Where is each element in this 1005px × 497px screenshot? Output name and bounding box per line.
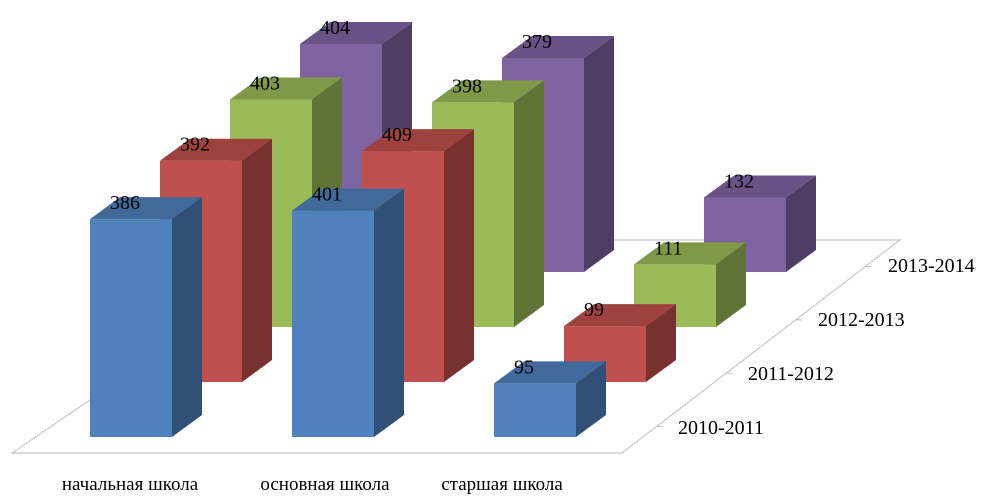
- category-label: старшая школа: [441, 474, 563, 495]
- data-label: 392: [180, 134, 210, 156]
- bar-side: [374, 188, 404, 437]
- series-label: 2010-2011: [678, 417, 764, 439]
- data-label: 398: [452, 75, 482, 97]
- bar-top: [90, 197, 202, 220]
- data-label: 111: [654, 237, 683, 259]
- data-label: 401: [312, 184, 342, 206]
- bar-top: [230, 77, 342, 100]
- bar-front: [494, 383, 576, 437]
- data-labels: 404 379 132 403 398 111 392 409 99 386 401 95: [110, 17, 754, 378]
- data-label: 379: [522, 31, 552, 53]
- bar-side: [576, 361, 606, 437]
- series-label: 2011-2012: [748, 363, 834, 385]
- bar-side: [514, 80, 544, 327]
- bar-side: [786, 175, 816, 272]
- axes: 2010-2011 2011-2012 2012-2013 2013-2014 нача…: [62, 255, 975, 495]
- data-label: 132: [724, 170, 754, 192]
- bar-side: [444, 129, 474, 382]
- bar-top: [362, 129, 474, 152]
- data-label: 95: [514, 356, 534, 378]
- bar-side: [242, 138, 272, 382]
- data-label: 403: [250, 73, 280, 95]
- bar-top: [502, 36, 614, 59]
- bar-side: [172, 197, 202, 437]
- data-label: 99: [584, 299, 604, 321]
- bar-top: [634, 242, 746, 265]
- bar-side: [716, 242, 746, 327]
- data-label: 409: [382, 124, 412, 146]
- bar-side: [646, 304, 676, 382]
- bars: [90, 21, 816, 437]
- data-label: 404: [320, 17, 350, 39]
- bar-top: [564, 304, 676, 327]
- series-label: 2012-2013: [818, 309, 905, 331]
- data-label: 386: [110, 192, 140, 214]
- bar-top: [494, 361, 606, 384]
- bar-top: [300, 21, 412, 44]
- bar-top: [292, 188, 404, 211]
- category-label: основная школа: [260, 474, 390, 495]
- category-label: начальная школа: [62, 474, 199, 495]
- bar-top: [432, 80, 544, 103]
- bar-side: [584, 36, 614, 272]
- bar-top: [160, 138, 272, 161]
- bar-front: [90, 219, 172, 437]
- series-label: 2013-2014: [888, 255, 975, 277]
- bar-top: [704, 175, 816, 198]
- bar-front: [292, 210, 374, 437]
